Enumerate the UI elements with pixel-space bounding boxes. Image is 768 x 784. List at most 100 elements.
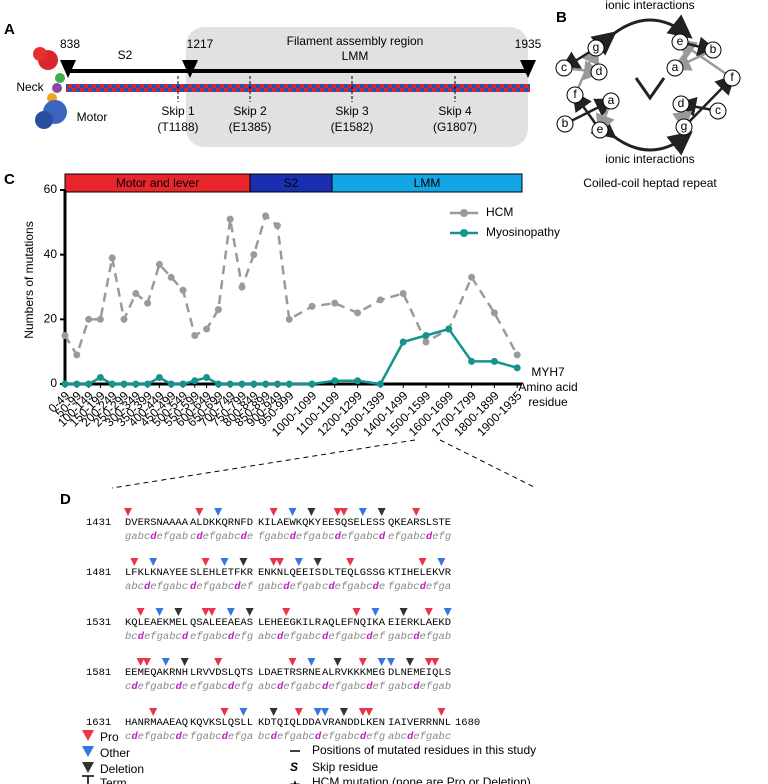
- sequence-group: EESQSELESS: [322, 517, 385, 529]
- heptad-group: gabcdefgab: [125, 531, 188, 543]
- heptad-group: fgabcdefga: [388, 581, 451, 593]
- data-point: [108, 254, 116, 262]
- data-point: [331, 299, 339, 307]
- mutation-marker: [136, 608, 145, 616]
- helical-wheel: g c d f a b e e b a f d c g: [555, 33, 741, 139]
- motor-label: Motor: [77, 110, 108, 124]
- mutation-marker: [269, 508, 278, 516]
- data-point: [273, 380, 281, 388]
- heptad-group: cdefgabcde: [322, 581, 385, 593]
- mutation-marker: [294, 558, 303, 566]
- x-axis-label-line: Amino acid: [518, 380, 577, 394]
- sequence-group: KTIHELEKVR: [388, 567, 452, 579]
- mutation-marker: [307, 508, 316, 516]
- mutation-marker: [239, 708, 248, 716]
- residue-circle: [602, 92, 620, 110]
- mutation-marker: [161, 658, 170, 666]
- mutation-marker: [207, 608, 216, 616]
- heptad-caption: Coiled-coil heptad repeat: [583, 176, 717, 190]
- mutation-marker: [239, 558, 248, 566]
- data-point: [61, 332, 69, 339]
- data-point: [490, 309, 498, 317]
- mutation-marker: [130, 558, 139, 566]
- heptad-group: efgabcdefg: [190, 681, 253, 693]
- sequence-group: VRANDDLKEN: [322, 717, 385, 729]
- data-point: [155, 374, 163, 382]
- heptad-group: bcdefgabcd: [322, 531, 386, 543]
- sequence-group: DVERSNAAAA: [125, 517, 189, 529]
- data-point: [226, 380, 234, 388]
- data-point: [85, 380, 93, 388]
- data-point: [155, 260, 163, 268]
- sequence-group: LDAETRSRNE: [258, 667, 321, 679]
- mutation-marker: [346, 558, 355, 566]
- domain-label: S2: [284, 176, 299, 190]
- data-point: [203, 325, 211, 333]
- data-point: [273, 222, 281, 230]
- data-point: [308, 302, 316, 310]
- heptad-group: efgabcdefg: [322, 731, 385, 743]
- mutation-marker: [155, 608, 164, 616]
- data-point: [120, 380, 128, 388]
- legend-marker: [82, 762, 94, 773]
- heptad-group: defgabcdef: [322, 631, 386, 643]
- data-point: [513, 364, 521, 372]
- domain-label: LMM: [414, 176, 441, 190]
- ionic-arrow: [590, 114, 693, 156]
- data-point: [167, 380, 175, 388]
- data-point: [179, 286, 187, 294]
- heptad-group: gabcdefgab: [388, 681, 451, 693]
- mutation-marker: [220, 558, 229, 566]
- panel-label: A: [4, 21, 15, 38]
- mutation-marker: [149, 708, 158, 716]
- residue-letter: f: [730, 70, 734, 84]
- data-point: [144, 380, 152, 388]
- mutation-marker: [437, 558, 446, 566]
- data-point: [73, 351, 81, 359]
- legend-label: Term: [100, 776, 127, 784]
- wheel-arrow: [675, 39, 733, 80]
- residue-circle: [556, 115, 574, 133]
- mutation-marker: [352, 608, 361, 616]
- data-point: [73, 380, 81, 388]
- skip-name: Skip 2: [233, 104, 267, 118]
- y-tick-label: 20: [44, 312, 58, 326]
- data-point: [214, 306, 222, 314]
- heptad-group: cdefgabcde: [125, 681, 188, 693]
- row-end: 1680: [455, 717, 480, 729]
- residue-circle: [709, 102, 727, 120]
- residue-label: 1935: [515, 37, 542, 51]
- residue-letter: c: [561, 60, 567, 74]
- data-point: [445, 325, 453, 333]
- panel-label: D: [60, 491, 71, 508]
- mutation-marker: [418, 558, 427, 566]
- data-point: [422, 338, 430, 346]
- mutation-marker: [339, 508, 348, 516]
- sequence-group: EEMEQAKRNH: [125, 667, 188, 679]
- sequence-group: ENKNLQEEIS: [258, 567, 321, 579]
- zoom-lines: [111, 439, 537, 489]
- skip-residue: (G1807): [433, 120, 477, 134]
- data-point: [399, 289, 407, 297]
- residue-circle: [723, 69, 741, 87]
- residue-circle: [672, 95, 690, 113]
- neck-label: Neck: [16, 80, 44, 94]
- mutation-marker: [333, 508, 342, 516]
- mutation-marker: [377, 658, 386, 666]
- residue-letter: b: [710, 42, 717, 56]
- residue-circle: [666, 59, 684, 77]
- data-point: [468, 357, 476, 365]
- mutation-marker: [358, 708, 367, 716]
- mutation-marker: [124, 508, 132, 516]
- residue-circle: [591, 121, 609, 139]
- mutation-marker: [201, 608, 210, 616]
- s2-label: S2: [118, 48, 133, 62]
- mutation-marker: [424, 608, 433, 616]
- wheel-arrow: [683, 74, 736, 128]
- mutation-marker: [149, 558, 158, 566]
- row-start: 1481: [86, 567, 111, 579]
- panel-label: C: [4, 171, 15, 188]
- mutation-marker: [358, 658, 367, 666]
- mutation-marker: [437, 708, 446, 716]
